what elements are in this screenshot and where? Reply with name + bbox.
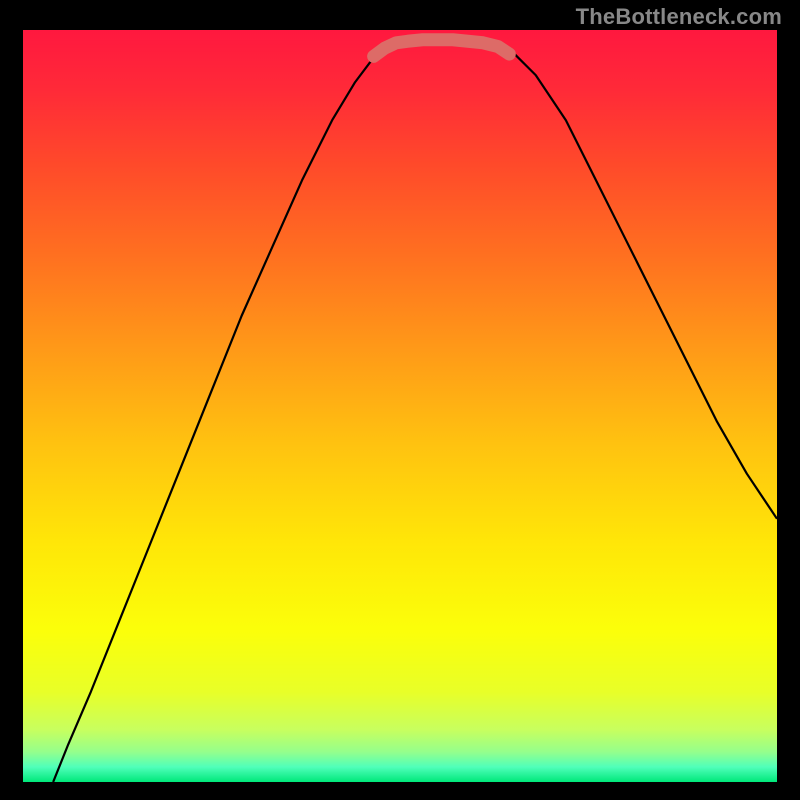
watermark-text: TheBottleneck.com — [576, 4, 782, 30]
plot-area — [23, 30, 777, 782]
chart-svg — [23, 30, 777, 782]
chart-container: TheBottleneck.com — [0, 0, 800, 800]
